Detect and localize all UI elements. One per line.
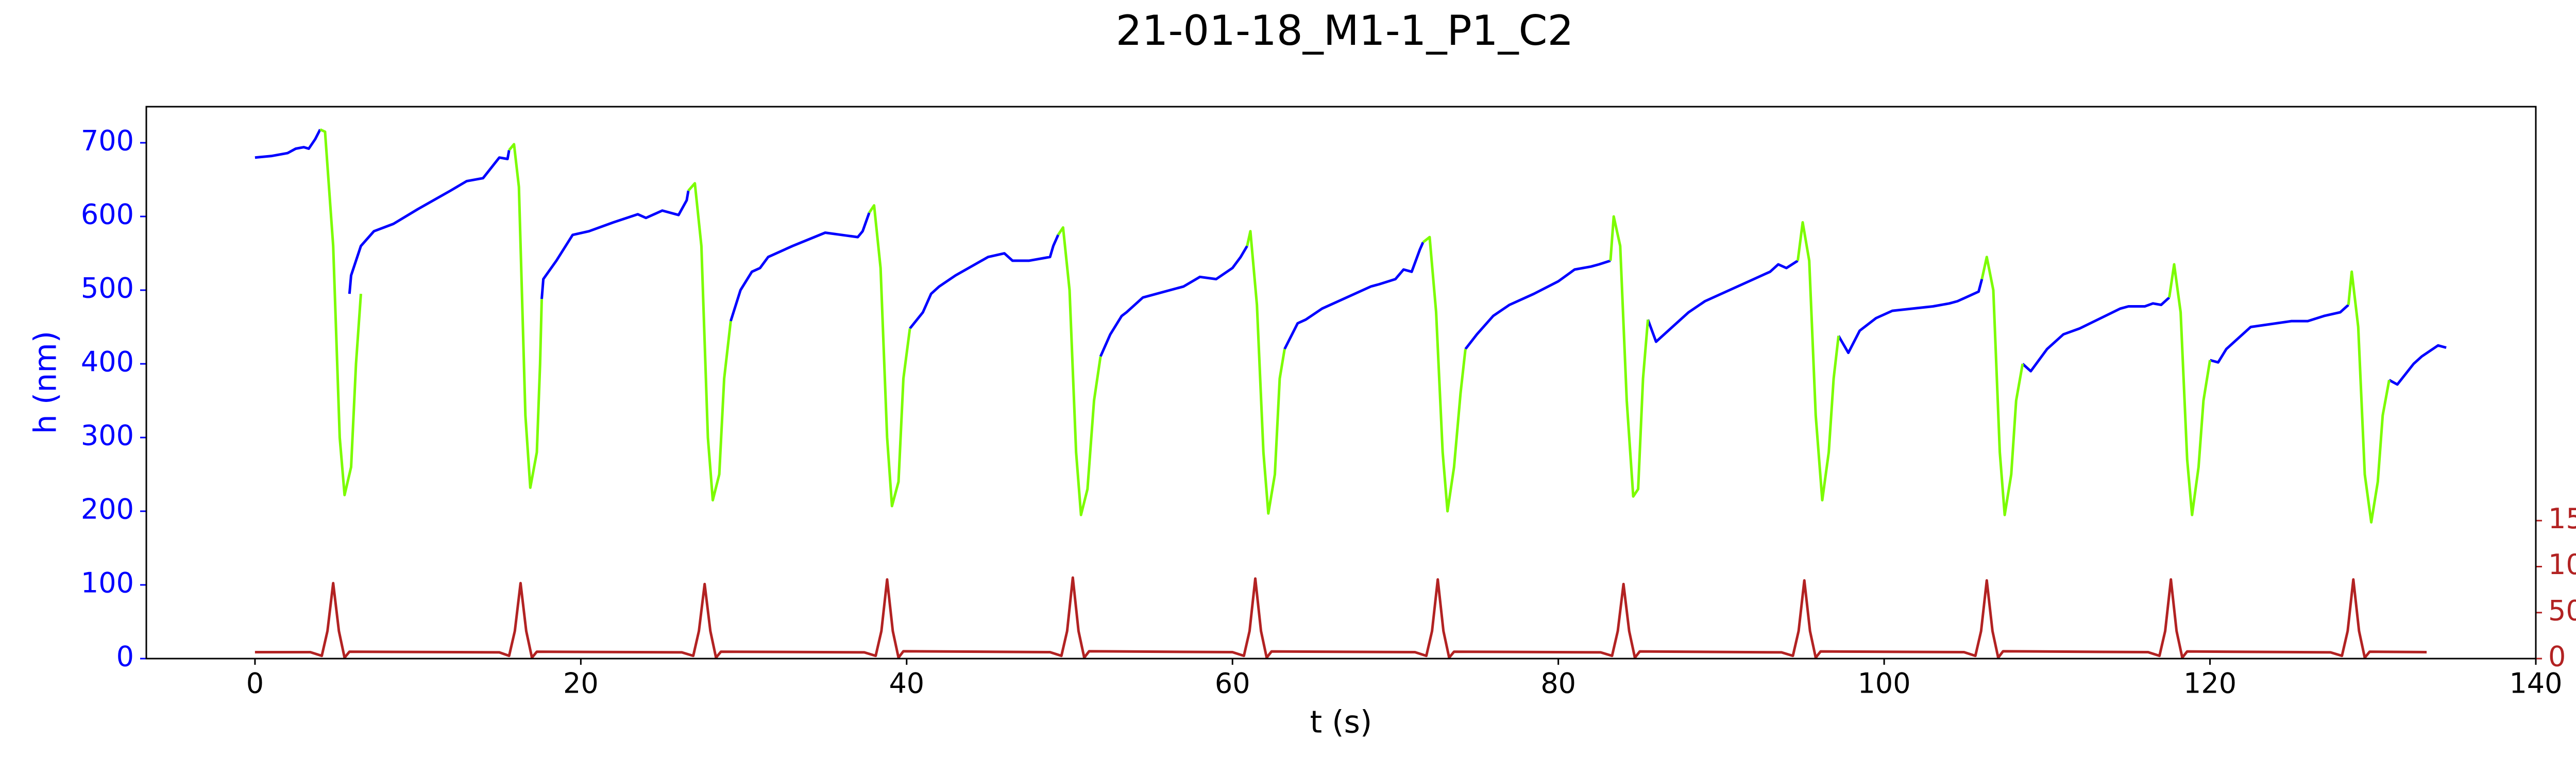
y-tick-label: 0: [116, 641, 134, 673]
y-tick-label: 100: [81, 567, 134, 599]
y-tick-label: 200: [81, 493, 134, 526]
y-tick-label: 700: [81, 125, 134, 157]
y-tick-label: 300: [81, 419, 134, 452]
x-tick-label: 40: [889, 667, 924, 700]
y2-tick-label: 500: [2548, 594, 2576, 627]
y-tick-label: 600: [81, 198, 134, 231]
x-tick-label: 60: [1215, 667, 1250, 700]
x-axis-label: t (s): [1310, 704, 1372, 741]
data-line: [255, 129, 2447, 386]
chart-title: 21-01-18_M1-1_P1_C2: [1116, 7, 1574, 55]
y-tick-label: 500: [81, 272, 134, 305]
y2-tick-label: 1000: [2548, 548, 2576, 581]
x-tick-label: 0: [246, 667, 264, 700]
data-line: [319, 128, 2391, 524]
plot-frame: [145, 106, 2537, 660]
data-line: [255, 576, 2427, 659]
y2-tick-label: 0: [2548, 641, 2566, 673]
x-tick-label: 100: [1858, 667, 1911, 700]
y-tick-label: 400: [81, 346, 134, 378]
y2-tick-label: 1500: [2548, 502, 2576, 535]
x-tick-label: 20: [563, 667, 599, 700]
x-tick-label: 80: [1540, 667, 1576, 700]
x-tick-label: 120: [2183, 667, 2236, 700]
y-axis-label: h (nm): [28, 331, 64, 434]
x-tick-label: 140: [2509, 667, 2562, 700]
